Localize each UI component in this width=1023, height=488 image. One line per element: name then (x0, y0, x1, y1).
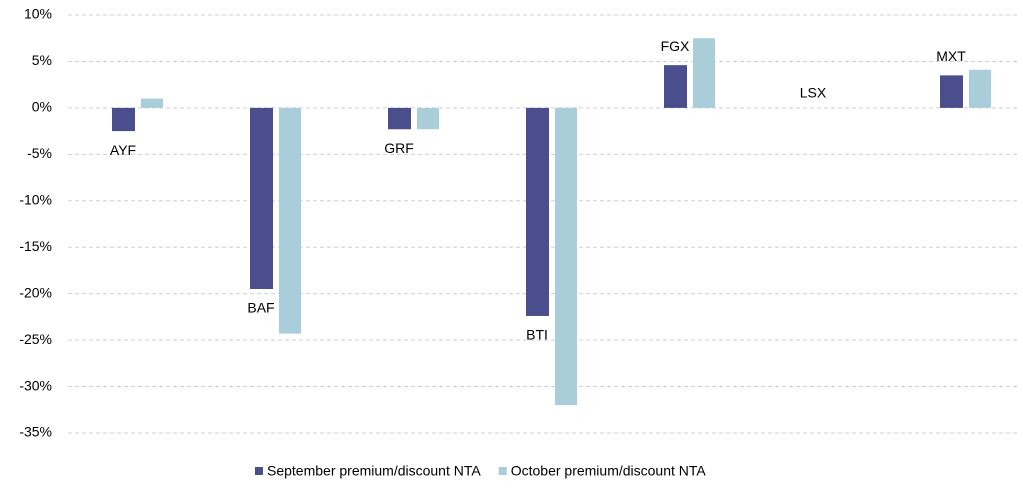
y-tick-label: 10% (24, 6, 52, 22)
legend-swatch (498, 467, 507, 475)
y-tick-label: 0% (32, 99, 52, 115)
category-label: BAF (247, 300, 274, 316)
bar (250, 107, 273, 290)
bar (417, 107, 439, 130)
legend-label: September premium/discount NTA (267, 463, 481, 479)
y-tick-label: -30% (19, 377, 52, 393)
bar (141, 98, 163, 108)
bar (664, 65, 687, 108)
category-label: AYF (110, 142, 136, 158)
y-tick-label: -5% (27, 145, 52, 161)
bar (969, 69, 991, 108)
y-tick-label: -15% (19, 238, 52, 254)
y-tick-label: -20% (19, 284, 52, 300)
bar (279, 107, 301, 334)
category-label: GRF (384, 140, 414, 156)
bar (526, 107, 549, 316)
y-tick-label: -25% (19, 331, 52, 347)
legend-swatch (255, 467, 263, 475)
category-label: FGX (661, 38, 690, 54)
legend-label: October premium/discount NTA (511, 463, 707, 479)
bar (112, 107, 135, 132)
bar (555, 107, 577, 406)
y-tick-label: -35% (19, 424, 52, 440)
bar (940, 75, 963, 108)
category-label: LSX (800, 85, 827, 101)
bar (388, 107, 411, 130)
category-label: BTI (526, 327, 548, 343)
bar (693, 38, 715, 108)
y-tick-label: 5% (32, 52, 52, 68)
y-tick-label: -10% (19, 191, 52, 207)
category-label: MXT (936, 48, 966, 64)
